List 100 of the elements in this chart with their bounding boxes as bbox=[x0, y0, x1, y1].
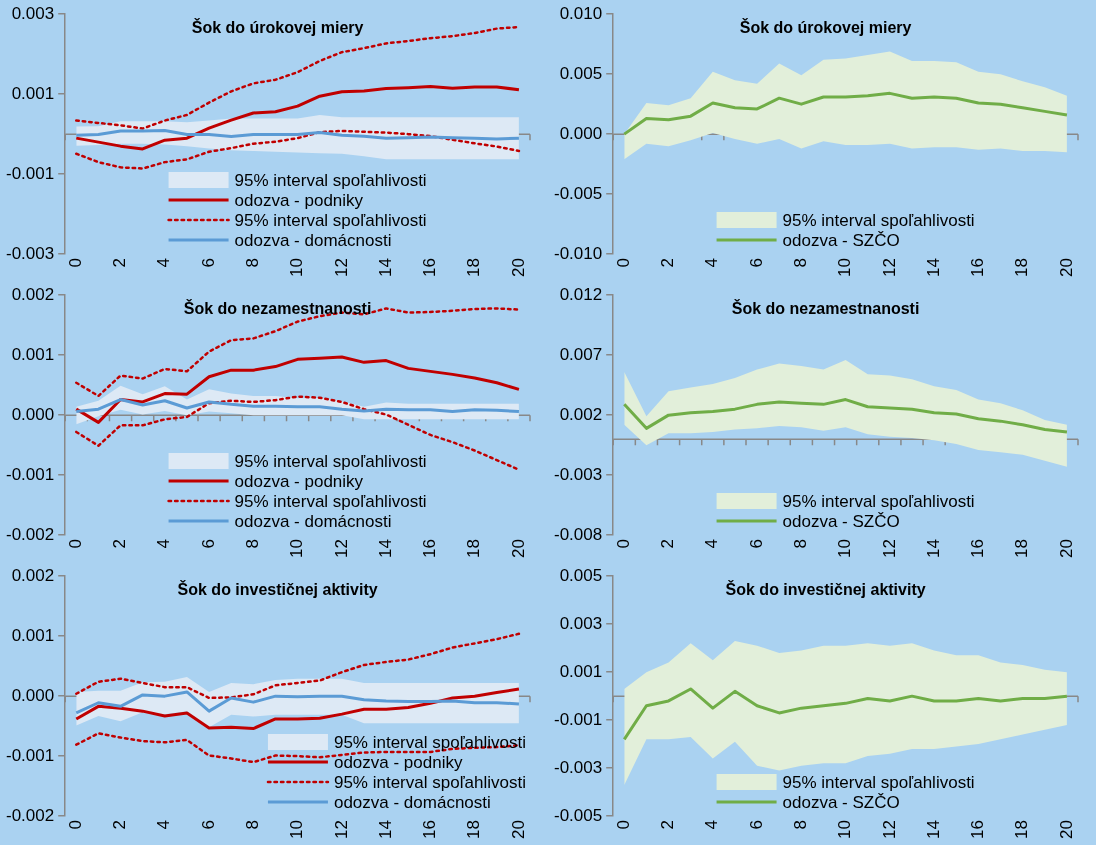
y-tick-label: 0.002 bbox=[11, 565, 55, 585]
x-tick-label: 0 bbox=[65, 539, 85, 549]
y-tick-label: -0.008 bbox=[554, 524, 603, 544]
chart-title: Šok do investičnej aktivity bbox=[725, 579, 926, 598]
x-tick-label: 20 bbox=[508, 820, 528, 840]
y-tick-label: -0.002 bbox=[6, 805, 55, 825]
y-tick-label: 0.000 bbox=[11, 685, 55, 705]
x-tick-label: 12 bbox=[879, 539, 899, 559]
x-tick-label: 6 bbox=[198, 820, 218, 830]
legend-label: 95% interval spoľahlivosti bbox=[782, 772, 975, 792]
x-tick-label: 0 bbox=[65, 258, 85, 268]
line-series bbox=[75, 129, 521, 170]
x-tick-label: 18 bbox=[464, 539, 484, 559]
y-tick-label: 0.002 bbox=[559, 404, 603, 424]
x-tick-label: 12 bbox=[879, 258, 899, 278]
line-series bbox=[75, 395, 521, 471]
x-tick-label: 20 bbox=[1056, 539, 1076, 559]
x-tick-label: 18 bbox=[1012, 539, 1032, 559]
y-tick-label: 0.005 bbox=[559, 63, 603, 83]
x-tick-label: 14 bbox=[375, 539, 395, 559]
x-tick-label: 0 bbox=[613, 258, 633, 268]
legend-label: 95% interval spoľahlivosti bbox=[333, 732, 527, 752]
x-tick-label: 14 bbox=[923, 258, 943, 278]
x-tick-label: 6 bbox=[198, 539, 218, 549]
x-tick-label: 10 bbox=[287, 820, 307, 840]
y-tick-label: 0.001 bbox=[559, 661, 603, 681]
x-tick-label: 16 bbox=[968, 258, 988, 278]
x-tick-label: 4 bbox=[154, 820, 174, 830]
y-tick-label: 0.001 bbox=[11, 83, 55, 103]
x-tick-label: 20 bbox=[1056, 820, 1076, 840]
y-tick-label: -0.005 bbox=[554, 805, 603, 825]
y-tick-label: -0.005 bbox=[554, 183, 603, 203]
x-tick-label: 0 bbox=[613, 820, 633, 830]
y-tick-label: -0.010 bbox=[554, 243, 603, 263]
y-tick-label: 0.001 bbox=[11, 625, 55, 645]
x-tick-label: 4 bbox=[702, 820, 722, 830]
x-tick-label: 2 bbox=[110, 820, 130, 830]
x-tick-label: 6 bbox=[746, 539, 766, 549]
x-tick-label: 12 bbox=[331, 820, 351, 840]
y-tick-label: 0.005 bbox=[559, 565, 603, 585]
legend-label: odozva - SZČO bbox=[782, 792, 900, 812]
legend-label: 95% interval spoľahlivosti bbox=[333, 772, 527, 792]
x-tick-label: 14 bbox=[923, 820, 943, 840]
chart-title: Šok do úrokovej miery bbox=[739, 17, 912, 36]
x-tick-label: 20 bbox=[508, 539, 528, 559]
x-tick-label: 2 bbox=[110, 539, 130, 549]
legend-label: 95% interval spoľahlivosti bbox=[782, 210, 975, 230]
x-tick-label: 4 bbox=[154, 258, 174, 268]
legend-label: odozva - podniky bbox=[234, 471, 364, 491]
y-tick-label: -0.001 bbox=[6, 464, 55, 484]
x-tick-label: 8 bbox=[791, 539, 811, 549]
chart-title: Šok do úrokovej miery bbox=[191, 17, 364, 36]
x-tick-label: 18 bbox=[464, 820, 484, 840]
y-tick-label: 0.000 bbox=[11, 404, 55, 424]
x-tick-label: 4 bbox=[702, 258, 722, 268]
legend-label: 95% interval spoľahlivosti bbox=[234, 170, 427, 190]
x-tick-label: 10 bbox=[835, 820, 855, 840]
legend-label: odozva - podniky bbox=[234, 190, 364, 210]
y-tick-label: 0.002 bbox=[11, 284, 55, 304]
legend-label: 95% interval spoľahlivosti bbox=[234, 451, 427, 471]
x-tick-label: 2 bbox=[658, 820, 678, 830]
legend-label: odozva - domácnosti bbox=[234, 511, 392, 531]
x-tick-label: 10 bbox=[835, 258, 855, 278]
x-tick-label: 12 bbox=[879, 820, 899, 840]
x-tick-label: 12 bbox=[331, 258, 351, 278]
chart-title: Šok do investičnej aktivity bbox=[177, 579, 378, 598]
x-tick-label: 18 bbox=[1012, 258, 1032, 278]
legend-label: odozva - SZČO bbox=[782, 230, 900, 250]
x-tick-label: 20 bbox=[508, 258, 528, 278]
x-tick-label: 18 bbox=[1012, 820, 1032, 840]
y-tick-label: 0.010 bbox=[559, 3, 603, 23]
x-tick-label: 6 bbox=[198, 258, 218, 268]
y-tick-label: 0.000 bbox=[559, 123, 603, 143]
y-tick-label: 0.007 bbox=[559, 344, 603, 364]
legend-label: odozva - SZČO bbox=[782, 511, 900, 531]
y-tick-label: -0.001 bbox=[554, 709, 603, 729]
legend-label: odozva - domácnosti bbox=[333, 792, 491, 812]
x-tick-label: 4 bbox=[154, 539, 174, 549]
x-tick-label: 16 bbox=[420, 258, 440, 278]
x-tick-label: 12 bbox=[331, 539, 351, 559]
x-tick-label: 20 bbox=[1056, 258, 1076, 278]
x-tick-label: 0 bbox=[65, 820, 85, 830]
chart-title: Šok do nezamestnanosti bbox=[731, 298, 920, 317]
x-tick-label: 6 bbox=[746, 820, 766, 830]
x-tick-label: 10 bbox=[835, 539, 855, 559]
x-tick-label: 14 bbox=[375, 820, 395, 840]
x-tick-label: 8 bbox=[243, 539, 263, 549]
x-tick-label: 6 bbox=[746, 258, 766, 268]
legend-label: odozva - podniky bbox=[333, 752, 463, 772]
x-tick-label: 10 bbox=[287, 258, 307, 278]
chart-title: Šok do nezamestnanosti bbox=[183, 298, 372, 317]
y-tick-label: -0.003 bbox=[554, 757, 603, 777]
x-tick-label: 16 bbox=[968, 820, 988, 840]
x-tick-label: 10 bbox=[287, 539, 307, 559]
y-tick-label: -0.003 bbox=[554, 464, 603, 484]
legend-label: odozva - domácnosti bbox=[234, 230, 392, 250]
x-tick-label: 8 bbox=[791, 820, 811, 830]
x-tick-label: 16 bbox=[420, 820, 440, 840]
y-tick-label: -0.002 bbox=[6, 524, 55, 544]
x-tick-label: 0 bbox=[613, 539, 633, 549]
